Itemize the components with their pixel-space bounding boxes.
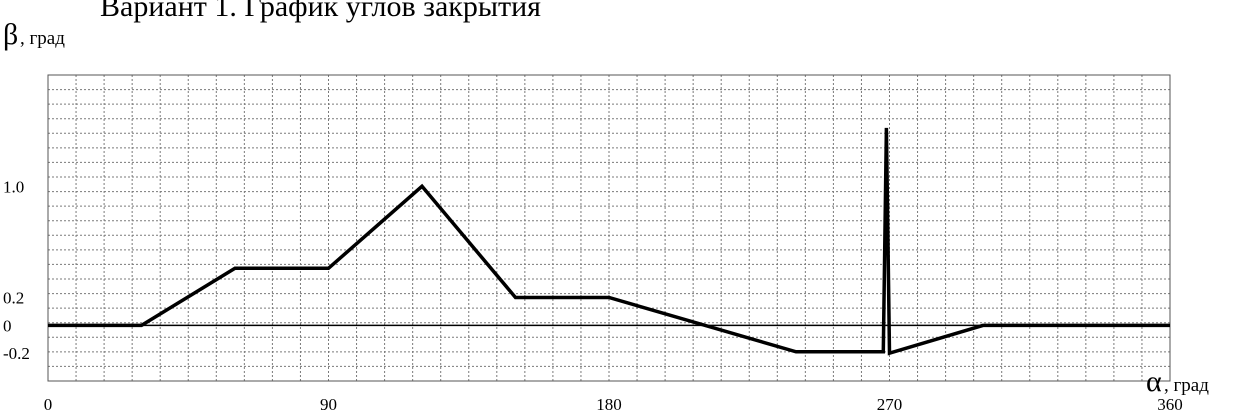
plot-frame	[47, 74, 1171, 382]
y-tick-label: -0.2	[3, 344, 30, 363]
y-axis-label-unit: , град	[20, 28, 65, 49]
x-tick-label: 360	[1157, 395, 1183, 414]
x-tick-label: 90	[320, 395, 337, 414]
x-axis-label-unit: , град	[1164, 375, 1209, 396]
series-line-0	[48, 127, 1170, 356]
y-tick-label: 0.2	[3, 289, 24, 308]
y-axis-label-symbol: β	[3, 18, 18, 51]
chart-title: Вариант 1. График углов закрытия	[100, 0, 541, 23]
y-tick-label: 0	[3, 316, 12, 335]
x-tick-label: 180	[596, 395, 622, 414]
series-layer	[48, 127, 1170, 356]
x-axis-label-symbol: α	[1146, 365, 1162, 398]
grid	[47, 74, 1171, 382]
tick-labels: 0 90 180 270 360 1.0 0.2 0 -0.2	[3, 177, 1183, 414]
y-tick-label: 1.0	[3, 177, 24, 196]
x-tick-label: 0	[44, 395, 53, 414]
x-tick-label: 270	[877, 395, 903, 414]
